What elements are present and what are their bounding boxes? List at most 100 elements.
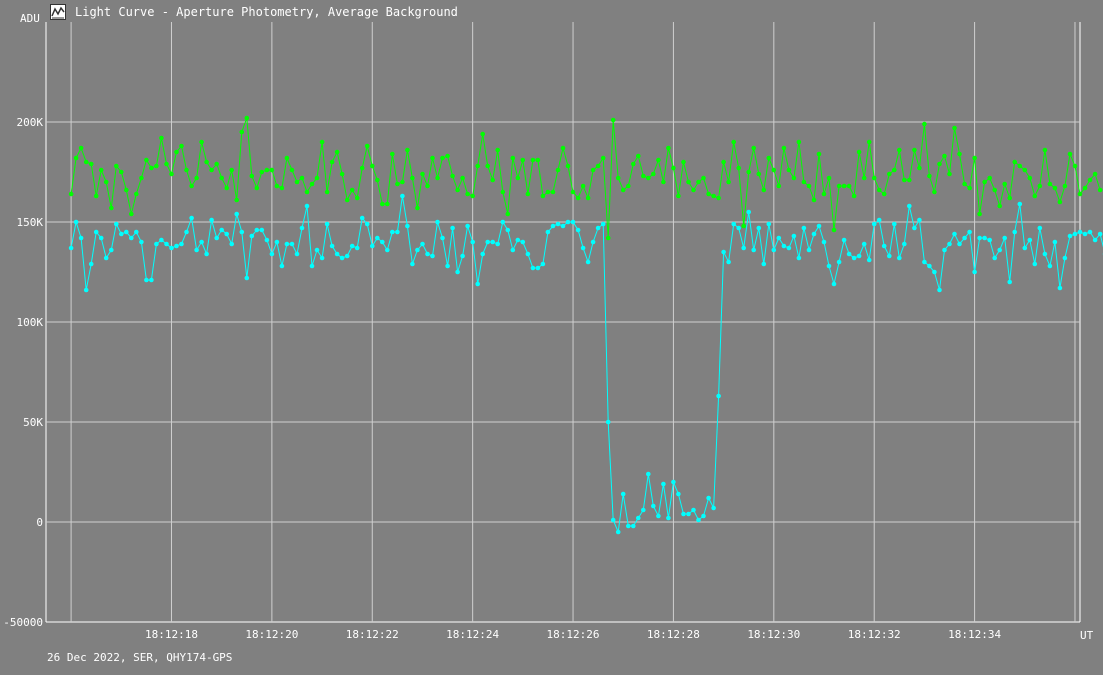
data-point[interactable] (435, 175, 440, 181)
data-point[interactable] (154, 241, 159, 247)
data-point[interactable] (620, 187, 626, 193)
data-point[interactable] (1022, 167, 1028, 173)
data-point[interactable] (460, 175, 465, 181)
data-point[interactable] (159, 237, 164, 243)
data-point[interactable] (1022, 245, 1028, 251)
data-point[interactable] (1077, 191, 1083, 197)
data-point[interactable] (1002, 181, 1007, 187)
data-point[interactable] (972, 269, 977, 275)
data-point[interactable] (907, 203, 912, 209)
data-point[interactable] (164, 241, 169, 247)
data-point[interactable] (801, 179, 807, 185)
data-point[interactable] (932, 269, 937, 275)
data-point[interactable] (615, 175, 621, 181)
data-point[interactable] (204, 159, 209, 165)
data-point[interactable] (912, 225, 917, 231)
data-point[interactable] (304, 189, 310, 195)
data-point[interactable] (821, 239, 827, 245)
data-point[interactable] (600, 221, 606, 227)
data-point[interactable] (1002, 235, 1007, 241)
data-point[interactable] (134, 229, 139, 235)
data-point[interactable] (88, 161, 94, 167)
data-point[interactable] (480, 131, 486, 137)
data-point[interactable] (254, 185, 260, 191)
data-point[interactable] (927, 263, 932, 269)
data-point[interactable] (641, 173, 646, 179)
data-point[interactable] (264, 167, 270, 173)
data-point[interactable] (284, 155, 290, 161)
data-point[interactable] (515, 175, 521, 181)
data-point[interactable] (1032, 261, 1038, 267)
data-point[interactable] (98, 235, 104, 241)
data-point[interactable] (605, 419, 611, 425)
data-point[interactable] (309, 263, 315, 269)
data-point[interactable] (525, 191, 531, 197)
data-point[interactable] (1067, 233, 1073, 239)
data-point[interactable] (525, 251, 531, 257)
data-point[interactable] (199, 239, 204, 245)
data-point[interactable] (641, 507, 646, 513)
data-point[interactable] (480, 251, 486, 257)
data-point[interactable] (319, 139, 325, 145)
data-point[interactable] (274, 239, 280, 245)
data-point[interactable] (1037, 183, 1043, 189)
data-point[interactable] (1097, 187, 1103, 193)
data-point[interactable] (349, 243, 355, 249)
data-point[interactable] (610, 117, 616, 123)
data-point[interactable] (575, 195, 581, 201)
data-point[interactable] (68, 245, 74, 251)
data-point[interactable] (1057, 285, 1063, 291)
data-point[interactable] (274, 183, 280, 189)
data-point[interactable] (982, 235, 987, 241)
data-point[interactable] (475, 163, 481, 169)
data-point[interactable] (585, 259, 591, 265)
data-point[interactable] (239, 129, 245, 135)
data-point[interactable] (726, 179, 731, 185)
data-point[interactable] (395, 181, 400, 187)
data-point[interactable] (134, 191, 139, 197)
data-point[interactable] (490, 177, 496, 183)
data-point[interactable] (430, 155, 435, 161)
data-point[interactable] (490, 239, 496, 245)
data-point[interactable] (234, 197, 239, 203)
data-point[interactable] (791, 175, 797, 181)
data-point[interactable] (103, 179, 109, 185)
data-point[interactable] (545, 189, 551, 195)
data-point[interactable] (535, 157, 541, 163)
data-point[interactable] (1087, 229, 1093, 235)
data-point[interactable] (1012, 229, 1017, 235)
data-point[interactable] (580, 245, 586, 251)
data-point[interactable] (540, 261, 546, 267)
data-point[interactable] (420, 171, 425, 177)
data-point[interactable] (942, 247, 947, 253)
data-point[interactable] (731, 221, 736, 227)
data-point[interactable] (922, 121, 927, 127)
data-point[interactable] (1087, 177, 1093, 183)
data-point[interactable] (666, 145, 671, 151)
data-point[interactable] (1007, 279, 1012, 285)
data-point[interactable] (851, 255, 857, 261)
data-point[interactable] (370, 243, 375, 249)
data-point[interactable] (756, 171, 762, 177)
data-point[interactable] (866, 139, 872, 145)
data-point[interactable] (610, 517, 616, 523)
data-point[interactable] (189, 183, 194, 189)
data-point[interactable] (636, 515, 641, 521)
data-point[interactable] (425, 183, 430, 189)
data-point[interactable] (88, 261, 94, 267)
data-point[interactable] (716, 393, 721, 399)
data-point[interactable] (856, 253, 862, 259)
data-point[interactable] (179, 143, 184, 149)
data-point[interactable] (73, 155, 79, 161)
data-point[interactable] (686, 511, 691, 517)
data-point[interactable] (324, 189, 330, 195)
data-point[interactable] (375, 235, 380, 241)
data-point[interactable] (871, 175, 877, 181)
data-point[interactable] (219, 175, 224, 181)
data-point[interactable] (796, 255, 802, 261)
data-point[interactable] (385, 201, 390, 207)
data-point[interactable] (575, 227, 581, 233)
data-point[interactable] (796, 139, 802, 145)
data-point[interactable] (1092, 171, 1098, 177)
data-point[interactable] (224, 231, 229, 237)
